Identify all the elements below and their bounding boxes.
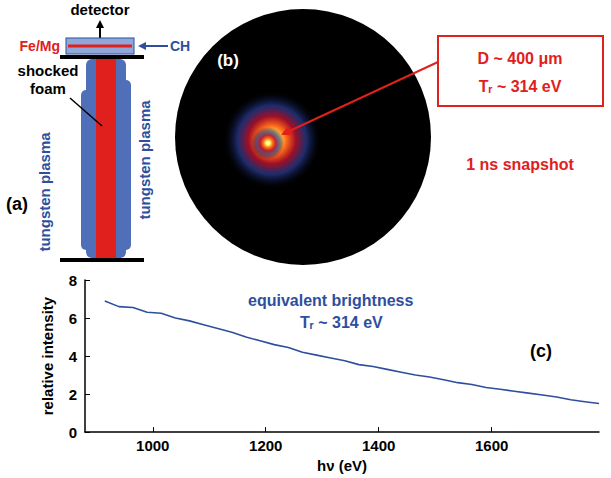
svg-text:2: 2 [69, 386, 77, 403]
svg-text:1600: 1600 [475, 437, 508, 454]
svg-text:foam: foam [30, 80, 66, 97]
svg-text:4: 4 [69, 348, 78, 365]
svg-text:(c): (c) [530, 341, 552, 361]
svg-text:shocked: shocked [18, 62, 79, 79]
svg-text:CH: CH [170, 38, 190, 54]
svg-text:6: 6 [69, 310, 77, 327]
svg-text:8: 8 [69, 272, 77, 289]
svg-text:Tᵣ ~ 314 eV: Tᵣ ~ 314 eV [479, 78, 562, 95]
svg-text:tungsten plasma: tungsten plasma [36, 132, 53, 252]
svg-text:0: 0 [69, 424, 77, 441]
svg-text:1200: 1200 [249, 437, 282, 454]
svg-text:equivalent brightness: equivalent brightness [248, 292, 413, 309]
svg-text:1400: 1400 [362, 437, 395, 454]
svg-text:1 ns snapshot: 1 ns snapshot [466, 156, 574, 173]
svg-text:tungsten plasma: tungsten plasma [136, 100, 153, 220]
svg-text:detector: detector [70, 1, 129, 18]
svg-text:(b): (b) [217, 51, 239, 70]
svg-text:relative intensity: relative intensity [39, 296, 56, 415]
svg-text:D ~ 400 μm: D ~ 400 μm [478, 50, 563, 67]
svg-text:(a): (a) [6, 194, 28, 214]
svg-text:1000: 1000 [136, 437, 169, 454]
svg-text:Fe/Mg: Fe/Mg [20, 38, 60, 54]
svg-text:hν (eV): hν (eV) [317, 457, 367, 474]
svg-text:Tᵣ ~ 314 eV: Tᵣ ~ 314 eV [300, 314, 383, 331]
